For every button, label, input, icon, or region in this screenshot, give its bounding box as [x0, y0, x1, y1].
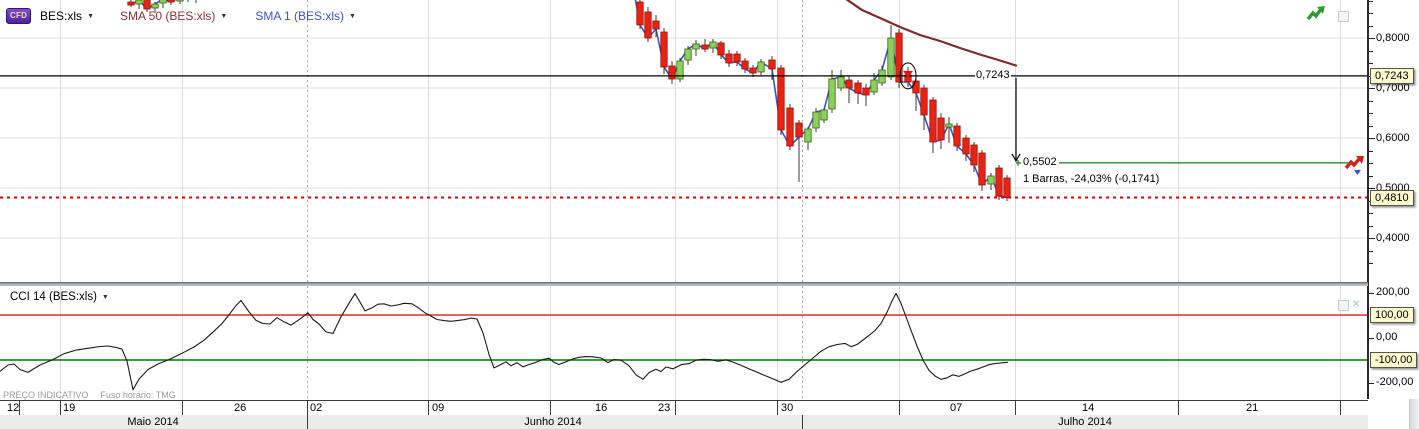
cci-label: CCI 14 (BES:xls) [10, 291, 97, 303]
week-boundary [19, 401, 20, 415]
week-label: 30 [781, 402, 794, 414]
restore-window-icon[interactable] [1338, 11, 1349, 22]
price-axis-label: 0,6000 [1376, 131, 1410, 144]
cci-indicator-chart[interactable] [0, 286, 1368, 400]
axis-tick [1369, 88, 1375, 89]
lower-price-level-label: 0,5502 [1021, 156, 1059, 169]
axis-value-box: 0,7243 [1370, 67, 1414, 84]
axis-tick [1369, 293, 1374, 294]
axis-tick [1369, 176, 1373, 177]
cci-axis-label: 0,00 [1376, 331, 1398, 343]
week-label: 09 [432, 402, 445, 414]
indicative-price-note: PREÇO INDICATIVO [3, 390, 89, 400]
week-label: 12 [7, 402, 20, 414]
axis-tick [1369, 113, 1373, 114]
time-axis-weeks[interactable]: 12 19 26 02 09 16 23 30 07 14 21 [0, 400, 1368, 416]
cci-indicator-selector[interactable]: CCI 14 (BES:xls) ▼ [10, 291, 109, 303]
price-axis[interactable]: 0,8000 0,7000 0,6000 0,5000 0,4000 200,00 0,00… [1367, 0, 1419, 399]
week-label: 26 [234, 402, 247, 414]
axis-tick [1369, 51, 1373, 52]
week-boundary [1178, 401, 1179, 415]
chevron-down-icon: ▼ [349, 12, 356, 20]
week-label: 16 [595, 402, 608, 414]
chart-toolbar: CFD BES:xls ▼ SMA 50 (BES:xls) ▼ SMA 1 (… [6, 6, 356, 26]
axis-tick [1369, 383, 1374, 384]
week-label: 21 [1246, 402, 1259, 414]
chevron-down-icon: ▼ [87, 12, 94, 20]
axis-tick [1369, 263, 1373, 264]
instrument-selector[interactable]: BES:xls ▼ [40, 9, 94, 23]
axis-tick [1369, 151, 1373, 152]
sma1-indicator-selector[interactable]: SMA 1 (BES:xls) ▼ [255, 9, 356, 23]
price-alert-icon[interactable] [1344, 155, 1368, 179]
axis-value-box: 0,4810 [1370, 189, 1414, 206]
price-axis-label: 0,8000 [1376, 31, 1410, 44]
sma50-label: SMA 50 (BES:xls) [120, 9, 216, 23]
month-label: Julho 2014 [1058, 416, 1112, 428]
axis-tick [1369, 188, 1375, 189]
main-price-chart[interactable] [0, 0, 1368, 282]
axis-tick [1369, 38, 1375, 39]
week-label: 23 [658, 402, 671, 414]
week-boundary [899, 401, 900, 415]
week-label: 07 [950, 402, 963, 414]
cci-axis-label: -200,00 [1376, 376, 1414, 388]
axis-value-box: -100,00 [1370, 352, 1418, 368]
cfd-badge: CFD [6, 8, 32, 24]
month-label: Junho 2014 [524, 416, 582, 428]
week-boundary [60, 401, 61, 415]
axis-tick [1369, 226, 1373, 227]
week-boundary [307, 401, 308, 415]
timezone-note: Fuso horário: TMG [100, 390, 176, 400]
cci-axis-label: 200,00 [1376, 286, 1410, 298]
week-boundary [1340, 401, 1341, 415]
sma50-indicator-selector[interactable]: SMA 50 (BES:xls) ▼ [120, 9, 227, 23]
week-label: 14 [1082, 402, 1095, 414]
measure-annotation: 1 Barras, -24,03% (-0,1741) [1021, 173, 1162, 186]
upper-price-level-label: 0,7243 [975, 69, 1011, 82]
price-axis-label: 0,4000 [1376, 231, 1410, 244]
price-axis-label: 0,7000 [1376, 81, 1410, 94]
axis-tick [1369, 251, 1373, 252]
time-axis-months: Maio 2014 Junho 2014 Julho 2014 [0, 415, 1368, 429]
axis-tick [1369, 138, 1375, 139]
week-label: 19 [63, 402, 76, 414]
close-panel-icon[interactable]: ✕ [1352, 299, 1361, 310]
axis-tick [1369, 238, 1375, 239]
axis-tick [1369, 126, 1373, 127]
week-boundary [777, 401, 778, 415]
week-boundary [550, 401, 551, 415]
month-boundary [802, 415, 803, 429]
chevron-down-icon: ▼ [101, 293, 109, 301]
axis-tick [1369, 1, 1373, 2]
week-boundary [182, 401, 183, 415]
chart-footnote: PREÇO INDICATIVO Fuso horário: TMG [3, 390, 188, 400]
axis-tick [1369, 163, 1373, 164]
axis-tick [1369, 63, 1373, 64]
restore-panel-icon[interactable] [1338, 300, 1349, 311]
week-boundary [1015, 401, 1016, 415]
sma1-label: SMA 1 (BES:xls) [255, 9, 344, 23]
week-boundary [675, 401, 676, 415]
axis-value-box: 100,00 [1370, 307, 1414, 323]
week-label: 02 [310, 402, 323, 414]
month-boundary [307, 415, 308, 429]
month-label: Maio 2014 [127, 416, 179, 428]
chevron-down-icon: ▼ [220, 12, 228, 20]
axis-tick [1369, 213, 1373, 214]
scroll-to-latest-icon[interactable] [1306, 5, 1328, 24]
axis-tick [1369, 101, 1373, 102]
instrument-label: BES:xls [40, 9, 83, 23]
week-boundary [428, 401, 429, 415]
panel-divider[interactable] [0, 282, 1368, 286]
axis-tick [1369, 338, 1374, 339]
axis-tick [1369, 26, 1373, 27]
axis-tick [1369, 13, 1373, 14]
